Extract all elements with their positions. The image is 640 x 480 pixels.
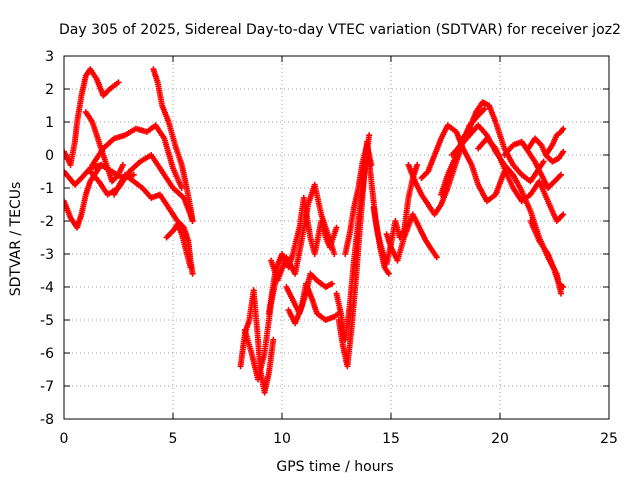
y-tick-label: -2 (40, 214, 54, 230)
grid-lines (64, 56, 609, 419)
series-track-25 (475, 135, 567, 224)
x-tick-label: 15 (382, 431, 400, 447)
series-track-8 (150, 66, 196, 224)
series-track-9 (163, 221, 194, 271)
series-track-20 (383, 211, 440, 264)
series-track-2 (64, 66, 122, 168)
y-tick-label: -1 (40, 181, 54, 197)
x-tick-label: 20 (491, 431, 509, 447)
x-tick-label: 5 (169, 431, 178, 447)
series-track-5 (89, 122, 185, 191)
series-track-15 (285, 280, 342, 327)
chart-title: Day 305 of 2025, Sidereal Day-to-day VTE… (59, 22, 621, 38)
y-tick-label: -6 (40, 346, 54, 362)
y-tick-label: 1 (45, 115, 54, 131)
y-tick-label: -3 (40, 247, 54, 263)
series-track-29 (542, 125, 567, 158)
series-track-28 (527, 218, 567, 290)
y-tick-label: -8 (40, 412, 54, 428)
series-track-1 (64, 161, 105, 231)
x-tick-label: 10 (273, 431, 291, 447)
y-tick-label: 2 (45, 82, 54, 98)
series-track-26 (501, 138, 564, 191)
series-track-13 (268, 181, 338, 284)
x-tick-label: 25 (600, 431, 618, 447)
series-layer (64, 66, 567, 396)
y-tick-label: -7 (40, 379, 54, 395)
series-track-21 (405, 105, 488, 218)
y-tick-label: -4 (40, 280, 54, 296)
series-track-18 (342, 142, 375, 257)
plot-frame (63, 55, 610, 420)
series-markers-track-21 (405, 105, 488, 218)
y-tick-label: 0 (45, 148, 54, 164)
axes: 0 5 10 15 20 25 -8 -7 -6 -5 -4 -3 -2 -1 0 1 2 3 (40, 49, 618, 447)
x-tick-label: 0 (60, 431, 69, 447)
series-track-19 (370, 161, 421, 267)
y-tick-label: 3 (45, 49, 54, 65)
y-tick-label: -5 (40, 313, 54, 329)
x-axis-label: GPS time / hours (276, 459, 393, 475)
y-axis-label: SDTVAR / TECUs (8, 182, 24, 297)
